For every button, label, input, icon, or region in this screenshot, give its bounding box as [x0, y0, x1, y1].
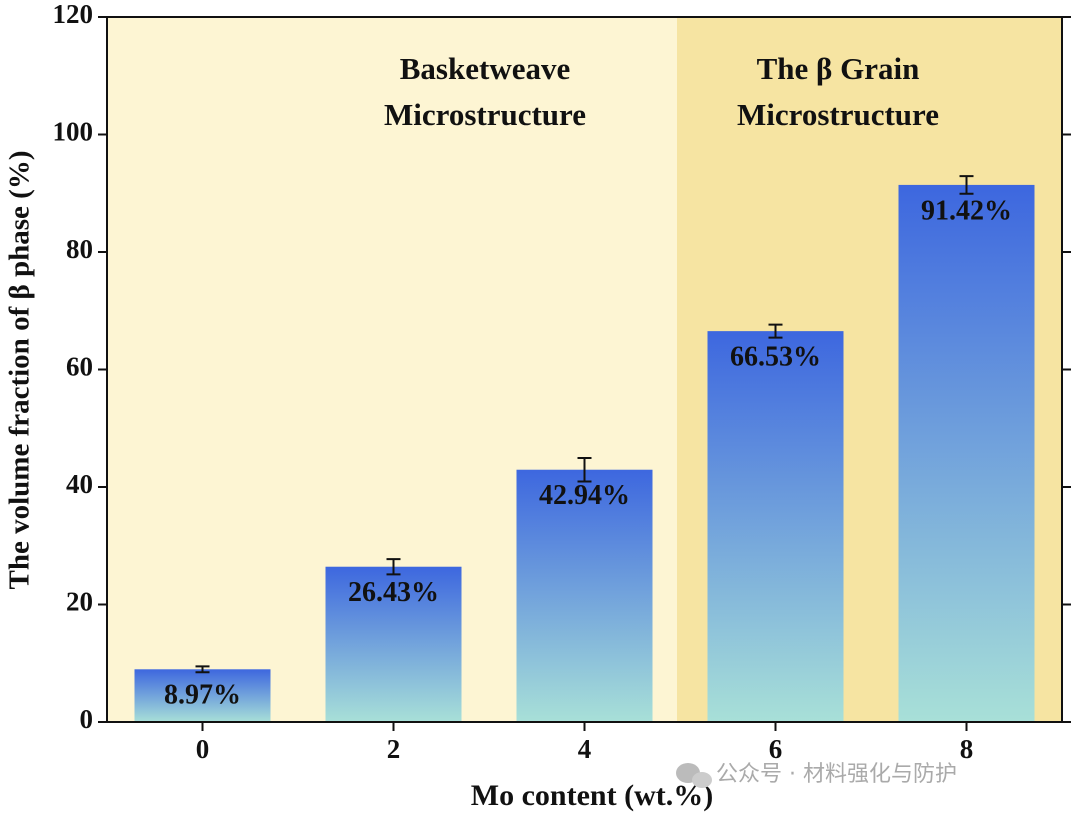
error-bar — [386, 558, 401, 576]
y-tick-label: 60 — [66, 352, 93, 382]
bar — [516, 469, 653, 722]
watermark: 公众号 · 材料强化与防护 — [716, 762, 957, 787]
x-tick-label: 2 — [387, 734, 401, 764]
bar — [707, 331, 844, 722]
bar — [325, 566, 462, 722]
y-tick-label: 100 — [53, 117, 94, 147]
value-label: 91.42% — [921, 195, 1012, 226]
y-tick-label: 0 — [80, 704, 94, 734]
y-tick-label: 120 — [53, 0, 94, 29]
y-tick-label: 40 — [66, 469, 93, 499]
value-label: 42.94% — [539, 480, 630, 511]
value-label: 8.97% — [164, 680, 241, 711]
error-bar — [959, 175, 974, 195]
region-label: Microstructure — [737, 97, 939, 132]
x-tick-label: 6 — [769, 734, 783, 764]
region-label: Microstructure — [384, 97, 586, 132]
watermark-icon — [676, 763, 712, 788]
value-label: 66.53% — [730, 342, 821, 373]
error-bar — [768, 323, 783, 339]
x-tick-label: 8 — [960, 734, 974, 764]
y-axis-label: The volume fraction of β phase (%) — [4, 151, 36, 590]
value-label: 26.43% — [348, 577, 439, 608]
region-label: The β Grain — [757, 51, 920, 86]
error-bar — [195, 665, 210, 674]
plot: Basketweave Microstructure The β Grain Micr… — [53, 0, 1071, 764]
x-axis-label: Mo content (wt.%) — [471, 779, 713, 812]
x-tick-label: 4 — [578, 734, 592, 764]
bar — [134, 669, 271, 722]
bar — [898, 184, 1035, 723]
region-label: Basketweave — [400, 51, 570, 86]
plot-frame — [106, 16, 1063, 723]
y-tick-label: 80 — [66, 234, 93, 264]
error-bar — [577, 456, 592, 483]
x-tick-label: 0 — [196, 734, 210, 764]
y-tick-label: 20 — [66, 587, 93, 617]
